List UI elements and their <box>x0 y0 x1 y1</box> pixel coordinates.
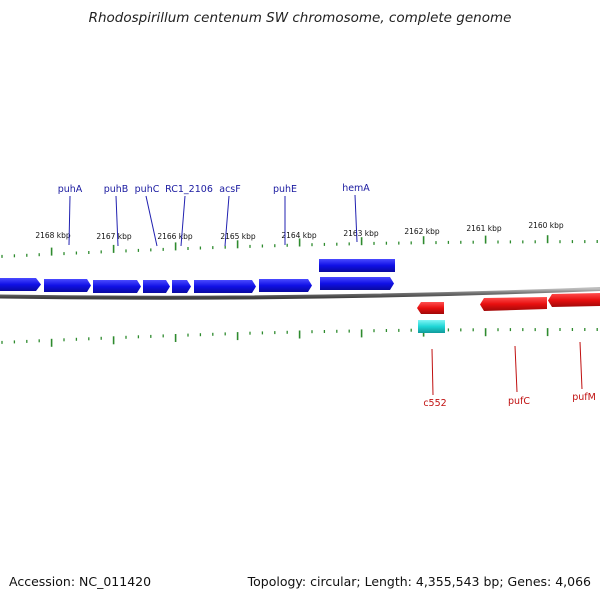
scale-label-2166: 2166 kbp <box>157 232 193 241</box>
gene-arrow-reverse[interactable] <box>548 293 600 307</box>
scale-label-2168: 2168 kbp <box>35 231 71 240</box>
gene-label-puhc[interactable]: puhC <box>135 184 160 195</box>
scale-label-2165: 2165 kbp <box>220 232 256 241</box>
gene-label-pufc[interactable]: pufC <box>508 396 530 407</box>
gene-arrow-forward[interactable] <box>143 280 170 293</box>
genome-stats-label: Topology: circular; Length: 4,355,543 bp… <box>247 574 591 589</box>
gene-box-hema[interactable] <box>319 259 395 272</box>
gene-label-puhb[interactable]: puhB <box>104 184 129 195</box>
scale-label-2160: 2160 kbp <box>528 221 564 230</box>
gene-arrow-forward[interactable] <box>259 279 312 292</box>
scale-label-2162: 2162 kbp <box>404 227 440 236</box>
reverse-genes <box>417 293 600 333</box>
gene-arrow-reverse[interactable] <box>417 302 444 314</box>
gene-label-hema[interactable]: hemA <box>342 183 370 194</box>
scale-label-2167: 2167 kbp <box>96 232 132 241</box>
gene-arrow-reverse[interactable] <box>480 297 547 311</box>
scale-label-2164: 2164 kbp <box>281 231 317 240</box>
gene-label-acsf[interactable]: acsF <box>219 184 240 195</box>
gene-arrow-forward[interactable] <box>320 277 394 290</box>
scale-label-2161: 2161 kbp <box>466 224 502 233</box>
scale-label-2163: 2163 kbp <box>343 229 379 238</box>
gene-arrow-forward[interactable] <box>44 279 91 292</box>
gene-arrow-forward[interactable] <box>194 280 256 293</box>
genome-title: Rhodospirillum centenum SW chromosome, c… <box>88 10 512 26</box>
scale-ticks-bottom <box>1 328 598 347</box>
scale-ticks-top <box>1 235 598 258</box>
gene-label-puha[interactable]: puhA <box>58 184 83 195</box>
gene-box-c552[interactable] <box>418 320 445 333</box>
gene-label-pufm[interactable]: pufM <box>572 392 596 403</box>
reverse-gene-labels: c552 pufC pufM <box>423 341 596 409</box>
gene-arrow-forward[interactable] <box>172 280 191 293</box>
gene-label-rc1-2106[interactable]: RC1_2106 <box>165 184 213 195</box>
accession-label: Accession: NC_011420 <box>9 574 152 589</box>
gene-arrow-forward[interactable] <box>0 278 41 291</box>
scale-labels: 2168 kbp 2167 kbp 2166 kbp 2165 kbp 2164… <box>35 221 564 241</box>
chromosome-backbone <box>0 287 600 300</box>
forward-gene-labels: puhA puhB puhC RC1_2106 acsF puhE hemA <box>58 183 370 247</box>
forward-genes <box>0 259 395 293</box>
gene-label-c552[interactable]: c552 <box>423 398 446 409</box>
gene-label-puhe[interactable]: puhE <box>273 184 297 195</box>
gene-arrow-forward[interactable] <box>93 280 141 293</box>
